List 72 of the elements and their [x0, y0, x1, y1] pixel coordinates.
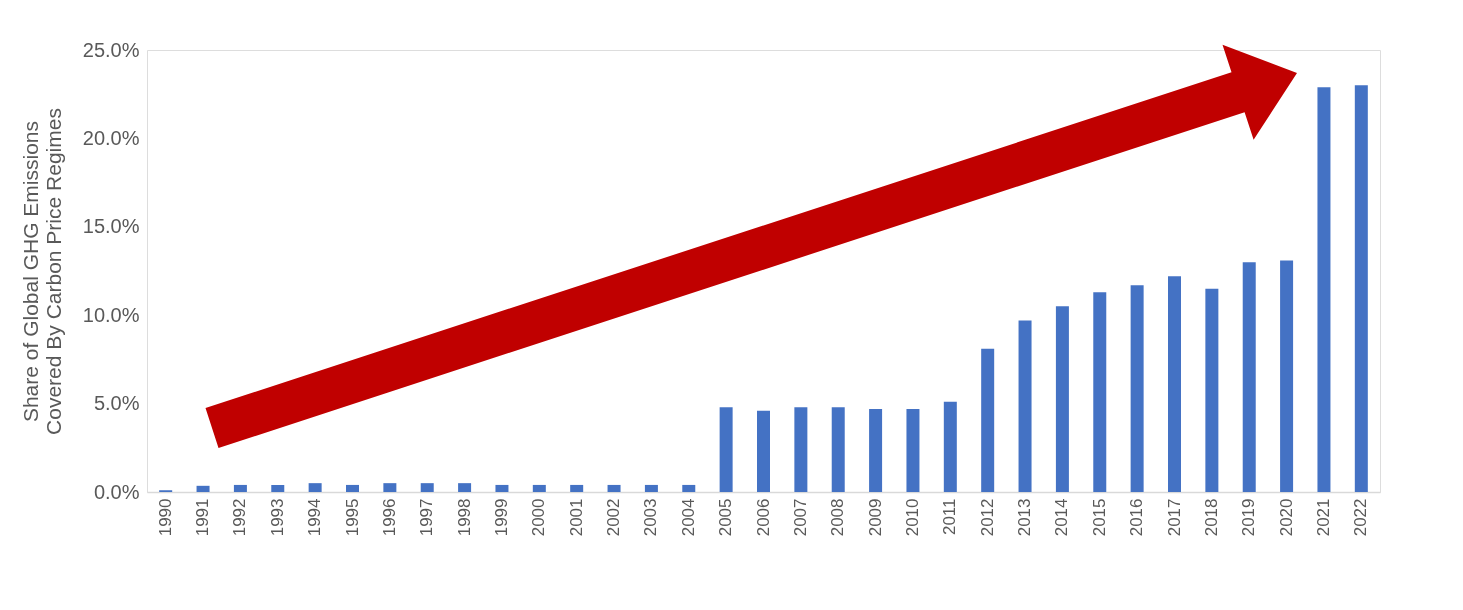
bar: [196, 485, 210, 492]
bar: [906, 408, 920, 492]
bar: [233, 484, 247, 492]
x-tick-label: 2003: [641, 498, 661, 537]
bar: [1354, 85, 1368, 492]
bar: [607, 484, 621, 492]
x-tick-label: 1991: [193, 498, 213, 537]
x-tick-label: 2011: [940, 498, 960, 536]
bar: [1093, 292, 1107, 492]
x-tick-label: 2012: [977, 498, 997, 537]
x-tick-label: 2014: [1052, 498, 1072, 537]
x-tick-label: 2020: [1276, 498, 1296, 537]
x-tick-label: 1992: [230, 498, 250, 537]
y-tick-label: 15.0%: [82, 215, 140, 238]
bar: [869, 408, 883, 492]
bar: [644, 484, 658, 492]
x-tick-label: 1996: [379, 498, 399, 537]
x-tick-label: 1993: [267, 498, 287, 537]
x-tick-label: 2017: [1164, 498, 1184, 537]
bar: [831, 407, 845, 492]
x-tick-label: 1990: [155, 498, 175, 537]
x-tick-label: 2002: [604, 498, 624, 537]
x-tick-label: 2007: [790, 498, 810, 537]
bar: [458, 483, 472, 492]
bar: [271, 484, 285, 492]
bar: [1055, 306, 1069, 492]
bar: [532, 484, 546, 492]
y-tick-label: 25.0%: [82, 38, 140, 61]
x-tick-label: 2009: [865, 498, 885, 537]
y-tick-label: 5.0%: [93, 392, 140, 415]
x-tick-label: 2013: [1015, 498, 1035, 537]
x-tick-label: 1998: [454, 498, 474, 537]
x-tick-label: 1995: [342, 498, 362, 537]
bar: [1205, 288, 1219, 492]
x-tick-label: 2000: [529, 498, 549, 537]
y-tick-label: 10.0%: [82, 303, 140, 326]
bar: [1168, 276, 1181, 492]
x-tick-label: 2019: [1239, 498, 1259, 537]
x-tick-label: 2006: [753, 498, 773, 537]
x-tick-label: 2018: [1201, 498, 1221, 537]
bar: [1242, 262, 1256, 492]
x-tick-label: 1994: [305, 498, 325, 537]
y-tick-label: 0.0%: [93, 480, 140, 503]
bar: [981, 348, 995, 492]
x-tick-label: 2015: [1089, 498, 1109, 537]
bar: [943, 401, 957, 492]
bar: [570, 484, 584, 492]
bar: [308, 483, 322, 492]
x-tick-label: 2001: [566, 498, 586, 537]
bar: [1317, 87, 1331, 492]
bar: [757, 410, 770, 492]
bar: [1018, 320, 1032, 492]
x-tick-label: 2004: [678, 498, 698, 537]
bar: [719, 407, 733, 492]
x-tick-label: 2005: [716, 498, 736, 537]
x-tick-label: 2010: [902, 498, 922, 537]
bar: [794, 407, 808, 492]
bar: [495, 484, 509, 492]
bar: [420, 483, 434, 492]
bar: [346, 484, 359, 492]
bar: [1280, 260, 1294, 492]
bar: [1130, 285, 1144, 492]
bar: [682, 484, 696, 492]
x-tick-label: 2016: [1127, 498, 1147, 537]
y-tick-label: 20.0%: [82, 126, 140, 149]
bar: [383, 483, 397, 492]
y-axis-title: Share of Global GHG Emissions Covered By Carbon Price Regimes: [18, 108, 65, 435]
x-tick-label: 2022: [1351, 498, 1371, 537]
x-tick-label: 2021: [1313, 498, 1333, 537]
x-tick-label: 1999: [491, 498, 511, 537]
x-tick-label: 1997: [417, 498, 437, 537]
x-tick-label: 2008: [828, 498, 848, 537]
